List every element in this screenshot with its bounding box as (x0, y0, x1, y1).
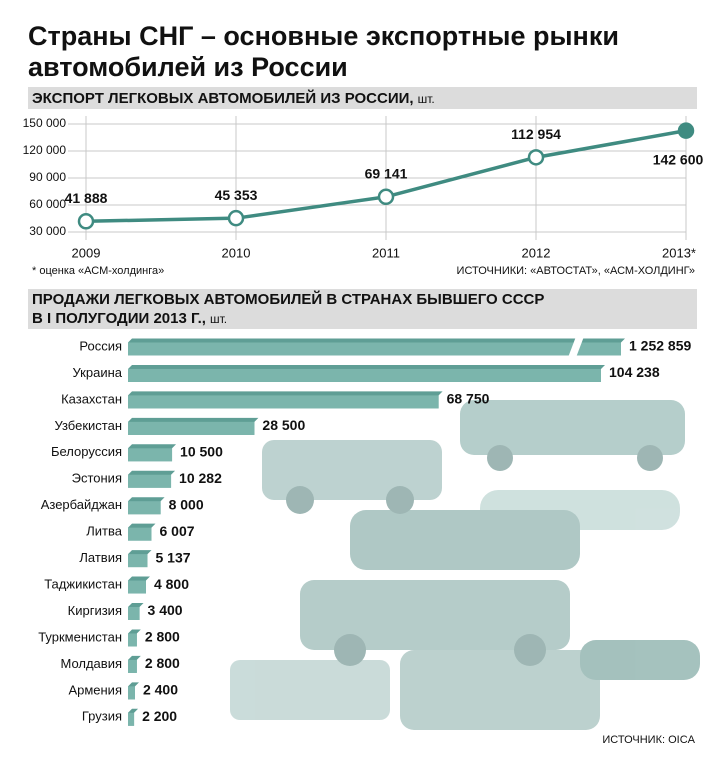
unit: шт. (418, 92, 435, 106)
category-label: Армения (68, 682, 122, 697)
data-label: 10 500 (180, 444, 223, 460)
category-label: Туркменистан (38, 629, 122, 644)
category-label: Узбекистан (54, 418, 122, 433)
bar-face (128, 712, 135, 726)
car-illustrations (230, 400, 700, 730)
bar-face (128, 421, 255, 435)
data-label: 4 800 (154, 576, 189, 592)
bar-face (128, 395, 439, 409)
data-point (77, 213, 95, 230)
data-point (527, 149, 545, 166)
section-band (28, 87, 697, 109)
bar-face (128, 580, 146, 594)
data-label: 2 400 (143, 682, 178, 698)
data-label: 45 353 (215, 187, 258, 203)
data-label: 2 800 (145, 629, 180, 645)
source: ИСТОЧНИКИ: «АВТОСТАТ», «АСМ-ХОЛДИНГ» (457, 265, 695, 277)
bar-face (128, 607, 140, 620)
category-label: Молдавия (60, 656, 122, 671)
bar-face (128, 448, 173, 462)
data-label: 2 200 (142, 708, 177, 724)
y-tick-label: 30 000 (29, 224, 66, 238)
source: ИСТОЧНИК: OICA (602, 734, 695, 746)
section-title: ПРОДАЖИ ЛЕГКОВЫХ АВТОМОБИЛЕЙ В СТРАНАХ Б… (32, 290, 544, 308)
y-tick-label: 60 000 (29, 197, 66, 211)
category-label: Россия (79, 338, 122, 353)
bar-face (128, 368, 601, 382)
section-title: ЭКСПОРТ ЛЕГКОВЫХ АВТОМОБИЛЕЙ ИЗ РОССИИ, (32, 89, 414, 107)
bar-face (128, 659, 137, 673)
data-label: 112 954 (511, 126, 561, 142)
data-label: 6 007 (159, 523, 194, 539)
category-label: Белоруссия (51, 444, 122, 459)
category-label: Литва (86, 524, 123, 539)
section-band (28, 289, 697, 329)
category-label: Киргизия (68, 603, 122, 618)
data-label: 68 750 (447, 391, 490, 407)
data-point (227, 209, 245, 227)
data-label: 28 500 (262, 417, 305, 433)
bar-face (128, 527, 152, 541)
data-label: 10 282 (179, 470, 222, 486)
data-label: 142 600 (653, 151, 704, 167)
data-label: 1 252 859 (629, 338, 691, 354)
category-label: Азербайджан (41, 497, 122, 512)
x-tick-label: 2013* (662, 245, 696, 260)
data-label: 69 141 (365, 165, 408, 181)
x-tick-label: 2012 (522, 245, 551, 260)
axis-break (568, 336, 584, 358)
unit: шт. (210, 312, 227, 326)
bar-face (128, 474, 172, 488)
data-point (377, 188, 395, 206)
data-label: 41 888 (65, 190, 108, 206)
y-tick-label: 150 000 (23, 116, 67, 130)
title-line: автомобилей из России (28, 52, 348, 82)
x-tick-label: 2009 (72, 245, 101, 260)
data-label: 5 137 (156, 549, 191, 565)
y-tick-label: 120 000 (23, 143, 67, 157)
x-tick-label: 2010 (222, 245, 251, 260)
data-label: 3 400 (148, 602, 183, 618)
category-label: Украина (73, 365, 123, 380)
bar-face (128, 633, 137, 647)
category-label: Таджикистан (44, 576, 122, 591)
category-label: Эстония (72, 471, 122, 486)
bar-face (128, 686, 135, 700)
bar-face (128, 501, 161, 515)
category-label: Казахстан (61, 391, 122, 406)
category-label: Латвия (79, 550, 122, 565)
data-label: 8 000 (169, 496, 204, 512)
data-label: 104 238 (609, 364, 660, 380)
category-label: Грузия (82, 709, 122, 724)
section-title: В I ПОЛУГОДИИ 2013 Г., (32, 310, 206, 327)
y-tick-label: 90 000 (29, 170, 66, 184)
data-point (677, 122, 695, 139)
bar-face (128, 342, 621, 356)
x-tick-label: 2011 (372, 245, 400, 260)
footnote: * оценка «АСМ-холдинга» (32, 265, 164, 277)
bar-face (128, 554, 148, 568)
title-line: Страны СНГ – основные экспортные рынки (28, 21, 619, 51)
data-label: 2 800 (145, 655, 180, 671)
